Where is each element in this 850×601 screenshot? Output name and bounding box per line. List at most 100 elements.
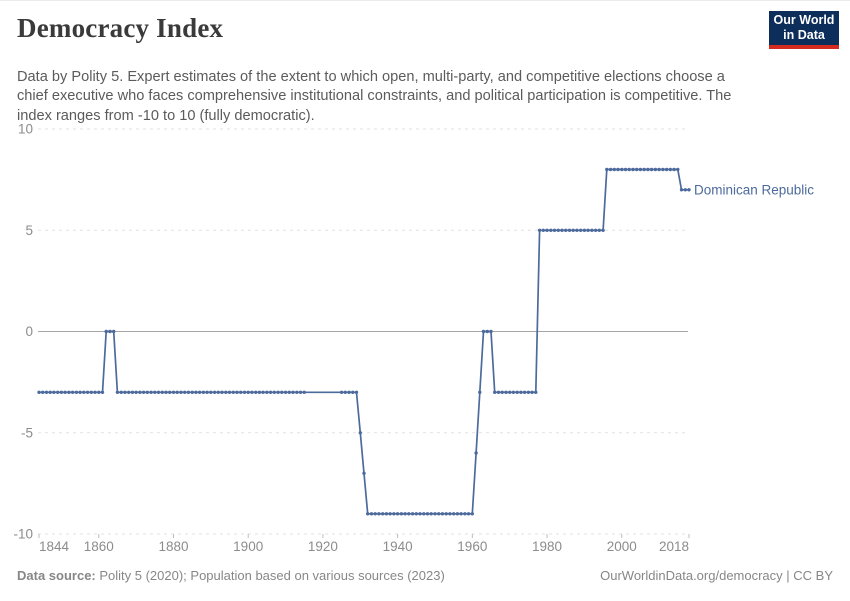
data-point: [541, 228, 545, 232]
credit-link[interactable]: OurWorldinData.org/democracy | CC BY: [600, 568, 833, 583]
data-point: [620, 167, 624, 172]
data-point: [601, 228, 605, 232]
data-point: [59, 390, 64, 394]
data-point: [474, 451, 478, 455]
data-point: [216, 390, 220, 394]
data-point: [545, 228, 549, 232]
data-point: [537, 228, 542, 232]
data-point: [433, 512, 437, 516]
data-point: [141, 390, 146, 394]
data-point: [571, 228, 575, 232]
data-point: [440, 512, 445, 516]
data-point: [444, 512, 448, 516]
y-tick-label: 5: [25, 223, 33, 238]
data-point: [362, 471, 366, 475]
data-point: [212, 390, 217, 394]
data-point: [519, 390, 523, 394]
data-point: [351, 390, 355, 394]
data-point: [564, 228, 568, 232]
data-point: [668, 167, 672, 172]
owid-logo[interactable]: Our World in Data: [769, 11, 839, 49]
data-point: [175, 390, 179, 394]
data-point: [44, 390, 49, 394]
data-point: [508, 390, 512, 394]
data-point: [414, 512, 418, 516]
data-point: [459, 512, 463, 516]
data-point: [496, 390, 501, 394]
data-point: [605, 167, 609, 172]
data-point: [164, 390, 168, 394]
data-point: [549, 228, 553, 232]
data-point: [209, 390, 213, 394]
data-point: [138, 390, 142, 394]
data-point: [552, 228, 557, 232]
data-point: [74, 390, 79, 394]
data-point: [526, 390, 531, 394]
data-point: [250, 390, 254, 394]
data-point: [239, 390, 243, 394]
data-point: [108, 329, 112, 334]
data-point: [567, 228, 572, 232]
data-point: [418, 512, 422, 516]
data-point: [276, 390, 280, 394]
data-point: [205, 390, 209, 394]
data-point: [280, 390, 284, 394]
data-point: [515, 390, 519, 394]
data-point: [261, 390, 265, 394]
data-point: [407, 512, 411, 516]
data-point: [448, 512, 452, 516]
data-point: [366, 512, 370, 516]
data-point: [156, 390, 161, 394]
data-point: [470, 512, 474, 516]
data-point: [78, 390, 82, 394]
data-point: [123, 390, 127, 394]
data-point: [657, 167, 661, 172]
series-label: Dominican Republic: [694, 182, 814, 197]
data-point: [194, 390, 198, 394]
data-point: [683, 188, 687, 192]
data-point: [242, 390, 247, 394]
data-point: [190, 390, 194, 394]
data-point: [112, 329, 116, 334]
data-point: [586, 228, 590, 232]
data-point: [649, 167, 654, 172]
data-point: [429, 512, 433, 516]
data-point: [627, 167, 631, 172]
data-point: [575, 228, 579, 232]
data-point: [590, 228, 594, 232]
data-point: [579, 228, 583, 232]
data-point: [653, 167, 658, 172]
data-point: [384, 512, 389, 516]
data-point: [220, 390, 224, 394]
data-point: [623, 167, 628, 172]
data-source: Data source: Polity 5 (2020); Population…: [17, 568, 445, 583]
data-point: [687, 188, 691, 192]
data-point: [63, 390, 67, 394]
y-tick-label: -5: [21, 425, 33, 440]
data-point: [560, 228, 564, 232]
data-point: [511, 390, 516, 394]
data-point: [455, 512, 460, 516]
data-point: [452, 512, 456, 516]
x-tick-label: 1844: [39, 539, 70, 554]
data-point: [377, 512, 381, 516]
data-point: [89, 390, 94, 394]
chart-footer: Data source: Polity 5 (2020); Population…: [0, 568, 850, 583]
data-point: [661, 167, 665, 172]
data-point: [153, 390, 157, 394]
data-point: [638, 167, 643, 172]
data-point: [197, 390, 202, 394]
data-point: [616, 167, 620, 172]
data-point: [358, 431, 362, 435]
owid-logo-line2: in Data: [783, 28, 825, 42]
data-point: [425, 512, 430, 516]
data-point: [608, 167, 613, 172]
x-tick-label: 1880: [158, 539, 188, 554]
data-point: [534, 390, 538, 394]
data-source-label: Data source:: [17, 568, 96, 583]
x-tick-label: 2018: [659, 539, 689, 554]
data-point: [489, 329, 493, 334]
data-point: [291, 390, 295, 394]
data-point: [93, 390, 97, 394]
data-point: [179, 390, 183, 394]
